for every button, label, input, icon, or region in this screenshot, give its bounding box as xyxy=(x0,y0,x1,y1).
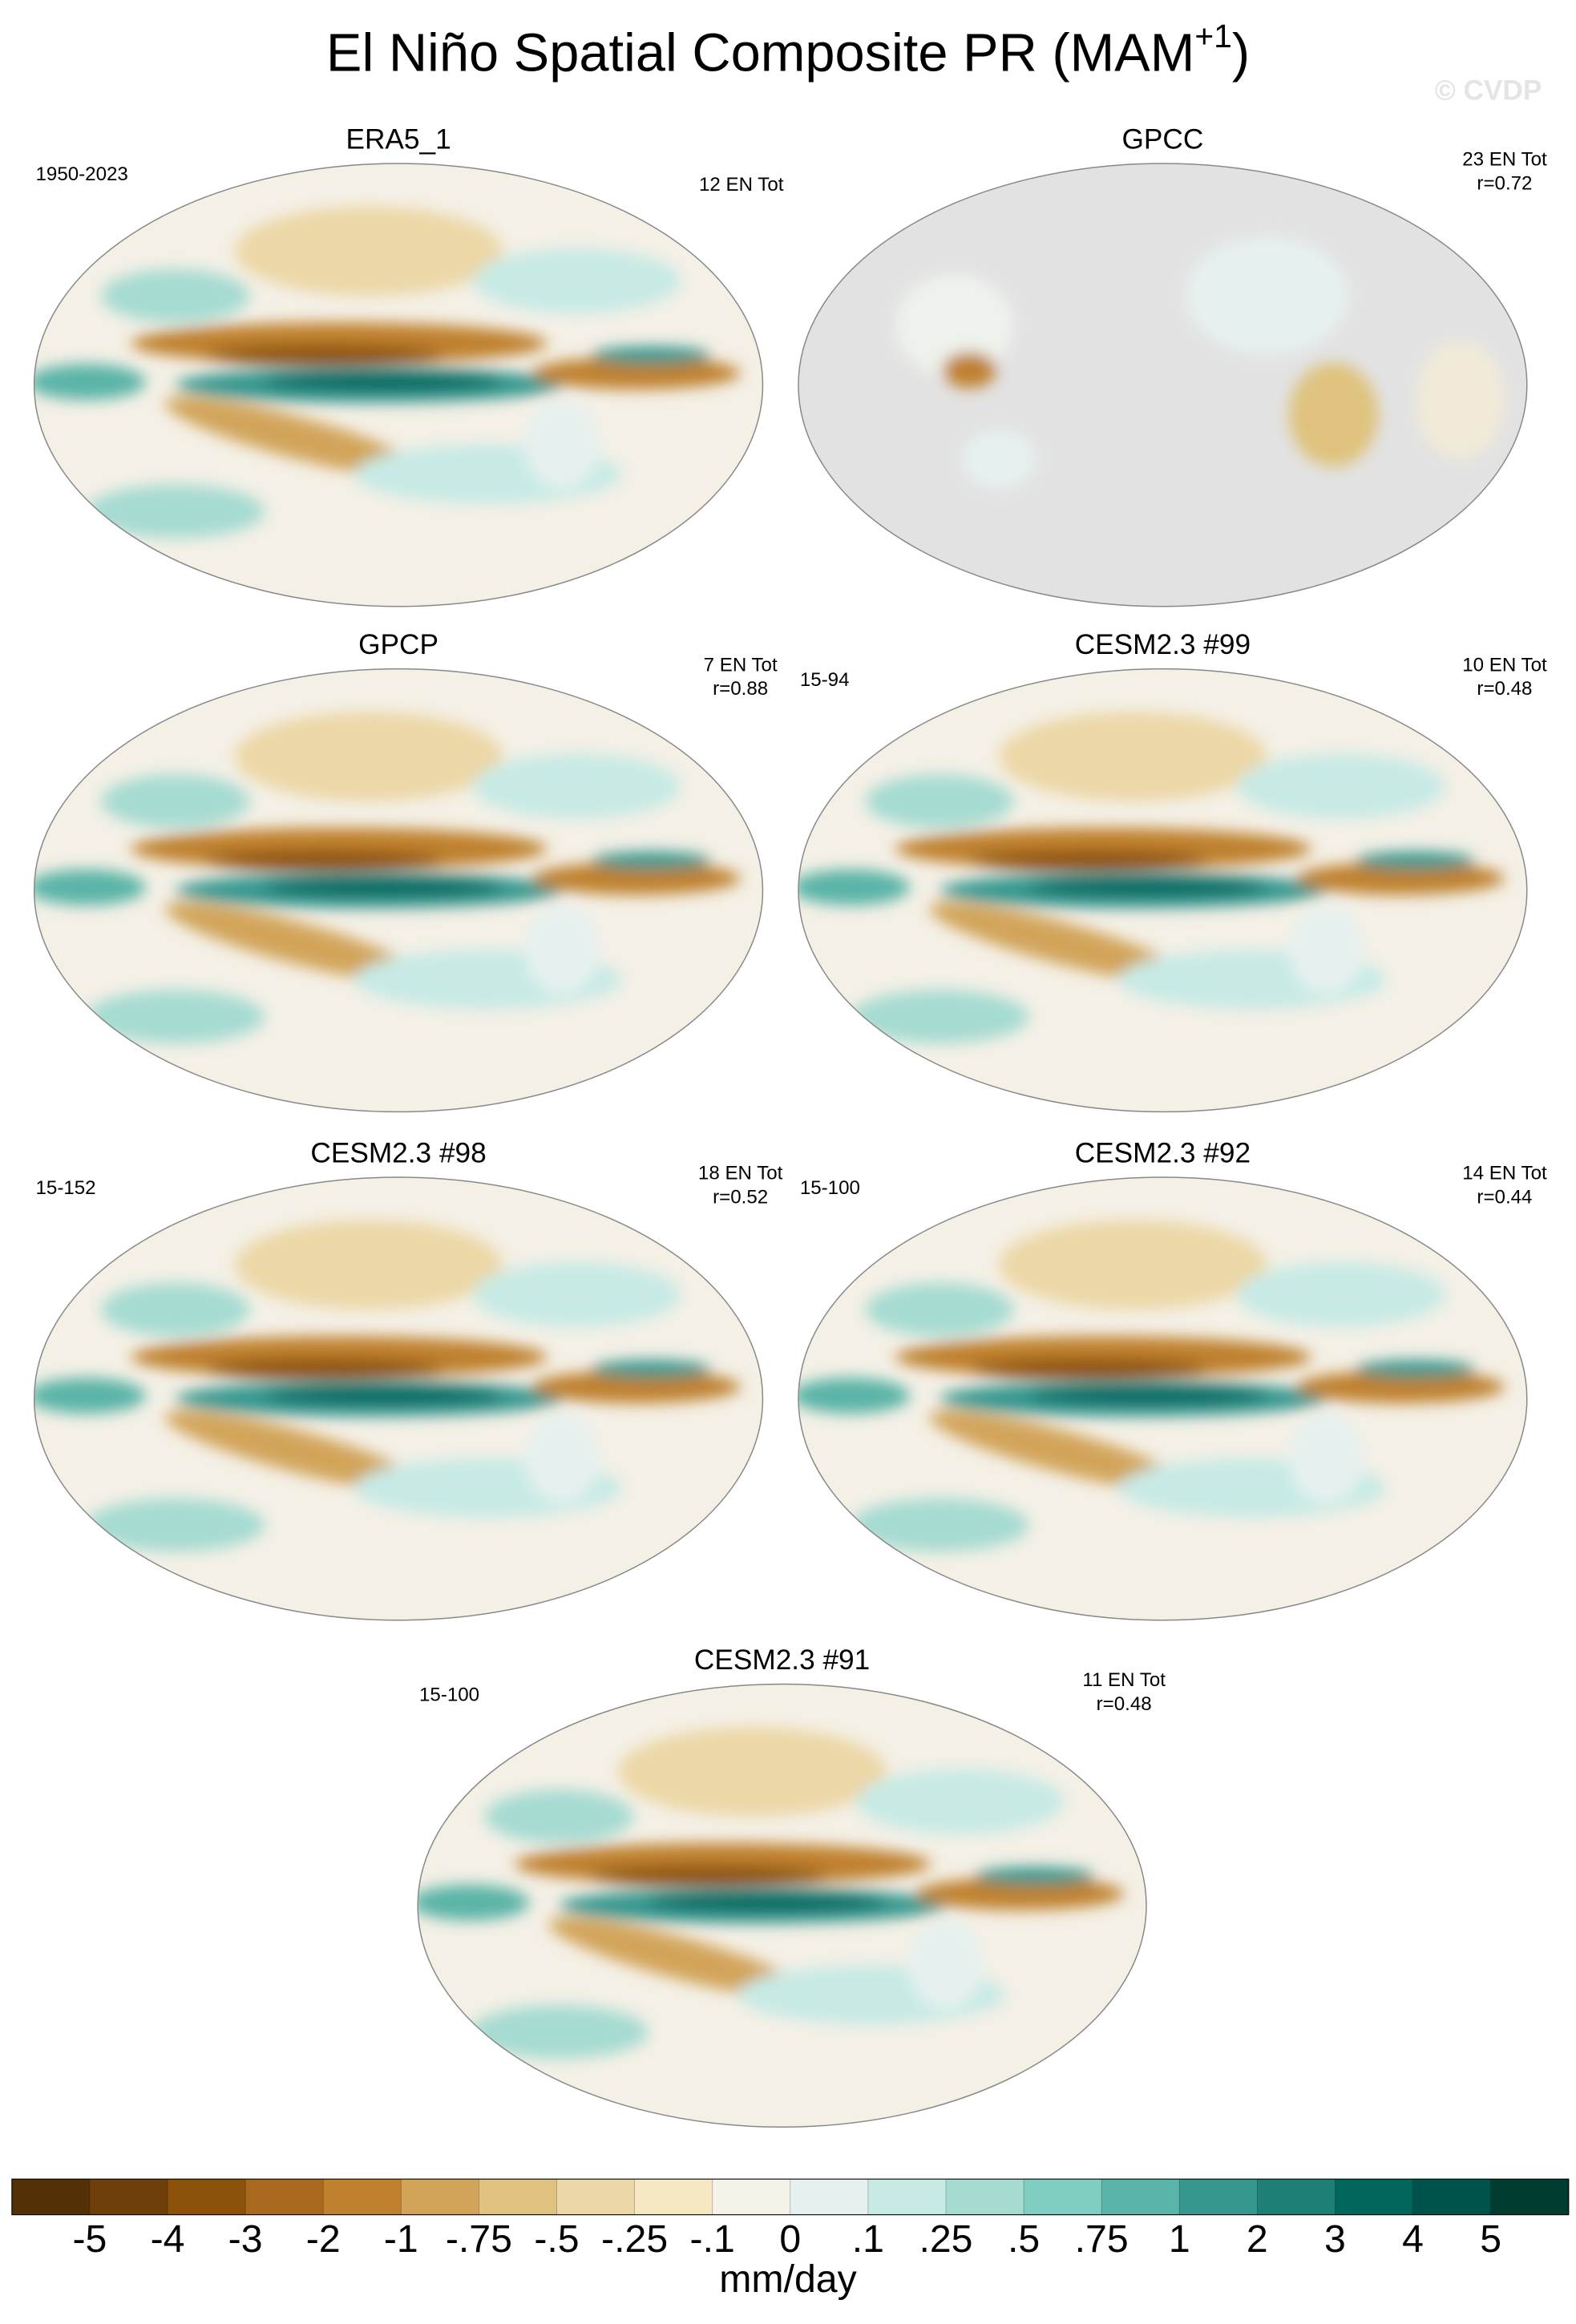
colorbar-box xyxy=(712,2179,791,2215)
colorbar-tick-label: .75 xyxy=(1075,2217,1129,2261)
colorbar-tick-label: -.5 xyxy=(534,2217,579,2261)
panel-right-label: 14 EN Tot xyxy=(1462,1163,1547,1184)
colorbar-box xyxy=(1412,2179,1492,2215)
panel-left-label: 1950-2023 xyxy=(36,163,128,185)
colorbar-box xyxy=(323,2179,402,2215)
colorbar-box xyxy=(168,2179,246,2215)
colorbar-tick-label: 3 xyxy=(1324,2217,1346,2261)
map xyxy=(791,1177,1527,1620)
panel-right-label: 7 EN Tot xyxy=(704,654,778,676)
panel-right-label: 10 EN Tot xyxy=(1462,654,1547,676)
colorbar-tick-label: -1 xyxy=(384,2217,418,2261)
colorbar-box xyxy=(1101,2179,1180,2215)
colorbar-tick-label: 0 xyxy=(779,2217,801,2261)
title-main: El Niño Spatial Composite PR (MAM xyxy=(326,23,1194,83)
colorbar-tick-label: -3 xyxy=(228,2217,263,2261)
colorbar-tick-label: 2 xyxy=(1247,2217,1268,2261)
panel-title: GPCP xyxy=(358,629,438,660)
colorbar-box xyxy=(556,2179,636,2215)
panel-right-label: 23 EN Tot xyxy=(1462,149,1547,171)
colorbar-tick-label: .1 xyxy=(852,2217,884,2261)
panel-left-label: 15-94 xyxy=(800,669,850,691)
panel-left-label: 15-100 xyxy=(419,1684,479,1706)
colorbar-tick-label: -5 xyxy=(72,2217,107,2261)
colorbar-tick-label: 4 xyxy=(1402,2217,1424,2261)
title-superscript: +1 xyxy=(1194,18,1232,54)
panel-title: ERA5_1 xyxy=(346,124,451,155)
colorbar-box xyxy=(867,2179,947,2215)
panel-right-label: r=0.48 xyxy=(1097,1693,1152,1715)
panel-title: CESM2.3 #92 xyxy=(1075,1138,1251,1169)
panel-right-label: r=0.52 xyxy=(713,1186,768,1208)
map xyxy=(26,669,762,1112)
colorbar-box xyxy=(11,2179,91,2215)
panel-left-label: 15-100 xyxy=(800,1177,860,1199)
map xyxy=(798,163,1527,607)
colorbar-box xyxy=(790,2179,869,2215)
panel-left-label: 15-152 xyxy=(36,1177,96,1199)
map xyxy=(26,1177,762,1620)
figure-title: El Niño Spatial Composite PR (MAM+1) xyxy=(326,18,1250,83)
map xyxy=(791,669,1527,1112)
title-end: ) xyxy=(1232,23,1250,83)
map xyxy=(410,1684,1146,2128)
colorbar-box xyxy=(1490,2179,1570,2215)
colorbar-box xyxy=(245,2179,324,2215)
colorbar-box xyxy=(401,2179,479,2215)
colorbar-tick-label: -.25 xyxy=(601,2217,668,2261)
watermark: © CVDP xyxy=(1435,75,1542,106)
panel-right-label: 12 EN Tot xyxy=(699,174,784,196)
panel-title: CESM2.3 #99 xyxy=(1075,629,1251,660)
colorbar-box xyxy=(89,2179,168,2215)
colorbar-tick-label: 5 xyxy=(1480,2217,1501,2261)
colorbar-box xyxy=(945,2179,1024,2215)
panel-title: GPCC xyxy=(1121,124,1203,155)
panel-right-label: 18 EN Tot xyxy=(698,1163,783,1184)
colorbar-box xyxy=(1335,2179,1414,2215)
colorbar-tick-label: -4 xyxy=(151,2217,185,2261)
panel-right-label: r=0.48 xyxy=(1477,678,1532,700)
colorbar-tick-label: -2 xyxy=(306,2217,341,2261)
map xyxy=(26,163,762,607)
colorbar-tick-label: .25 xyxy=(919,2217,972,2261)
colorbar-tick-label: 1 xyxy=(1169,2217,1190,2261)
colorbar-tick-label: -.75 xyxy=(446,2217,512,2261)
panel-right-label: r=0.44 xyxy=(1477,1186,1532,1208)
colorbar-box xyxy=(634,2179,713,2215)
panel-right-label: r=0.72 xyxy=(1477,172,1532,194)
panel-title: CESM2.3 #98 xyxy=(310,1138,486,1169)
colorbar-box xyxy=(1257,2179,1336,2215)
colorbar-box xyxy=(1024,2179,1102,2215)
panel-title: CESM2.3 #91 xyxy=(694,1644,870,1676)
colorbar-label: mm/day xyxy=(719,2257,857,2301)
colorbar-box xyxy=(479,2179,558,2215)
colorbar-tick-label: .5 xyxy=(1008,2217,1040,2261)
colorbar-frame xyxy=(11,2178,1570,2216)
panel-right-label: r=0.88 xyxy=(713,678,768,700)
colorbar-tick-label: -.1 xyxy=(690,2217,735,2261)
colorbar-box xyxy=(1179,2179,1258,2215)
panel-right-label: 11 EN Tot xyxy=(1082,1669,1166,1691)
